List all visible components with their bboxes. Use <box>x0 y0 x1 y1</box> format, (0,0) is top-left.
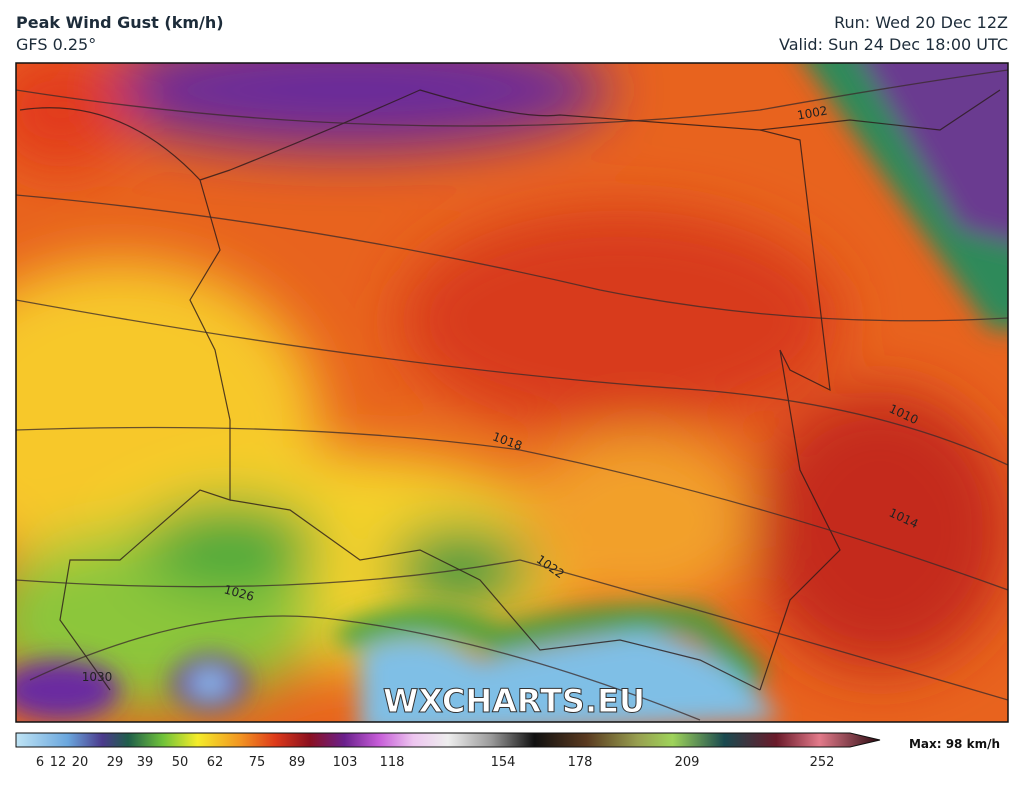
title: Peak Wind Gust (km/h) <box>16 13 224 32</box>
colorbar-tick-label: 252 <box>810 755 835 770</box>
isobar-label: 1002 <box>796 104 829 123</box>
colorbar-tick-label: 62 <box>207 755 224 770</box>
colorbar-ticks: 6 12 20 29 39 50 62 75 89 103 118 154 178 209 252 <box>36 755 835 770</box>
max-label: Max: 98 km/h <box>909 737 1000 751</box>
colorbar-tick-label: 6 <box>36 755 44 770</box>
colorbar-tick-label: 178 <box>568 755 593 770</box>
subtitle: GFS 0.25° <box>16 35 96 54</box>
colorbar-tick-label: 50 <box>172 755 189 770</box>
colorbar-tick-label: 118 <box>380 755 405 770</box>
colorbar-tick-label: 20 <box>72 755 89 770</box>
colorbar-tick-label: 103 <box>333 755 358 770</box>
colorbar-tick-label: 89 <box>289 755 306 770</box>
colorbar <box>15 732 881 748</box>
watermark: WXCHARTS.EU <box>383 682 645 720</box>
map-frame <box>15 62 1009 723</box>
colorbar-tick-label: 154 <box>491 755 516 770</box>
map-field <box>16 63 1008 722</box>
colorbar-tick-label: 29 <box>107 755 124 770</box>
isobar-label: 1030 <box>82 670 113 684</box>
colorbar-tick-label: 12 <box>50 755 67 770</box>
colorbar-tick-label: 75 <box>249 755 266 770</box>
valid-time: Valid: Sun 24 Dec 18:00 UTC <box>779 35 1008 54</box>
colorbar-tick-label: 209 <box>675 755 700 770</box>
colorbar-tick-label: 39 <box>137 755 154 770</box>
run-time: Run: Wed 20 Dec 12Z <box>834 13 1008 32</box>
